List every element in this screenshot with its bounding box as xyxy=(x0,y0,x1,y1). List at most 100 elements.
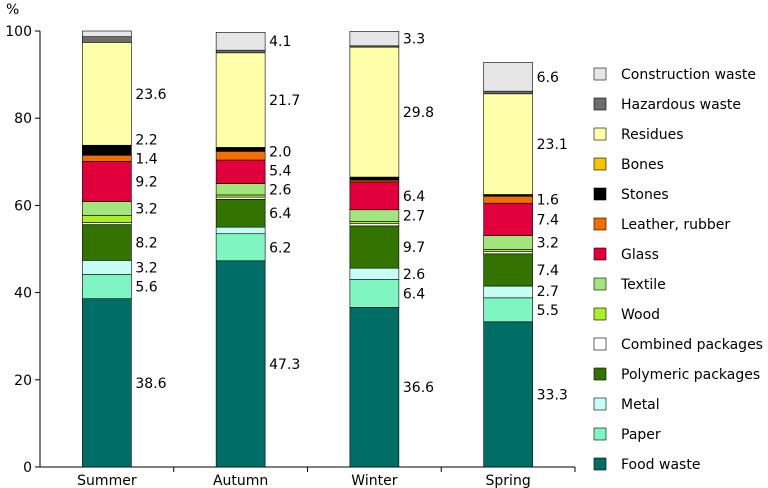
bar-segment xyxy=(215,32,266,51)
legend-item-label: Textile xyxy=(620,277,666,293)
bar-segment xyxy=(215,198,266,228)
data-label: 7.4 xyxy=(537,263,559,279)
bar-segment xyxy=(82,161,132,202)
y-tick-label: 100 xyxy=(5,24,32,40)
data-label: 47.3 xyxy=(269,357,300,373)
x-tick-label: Winter xyxy=(351,473,397,488)
bar-segment xyxy=(349,267,400,280)
legend-item-label: Combined packages xyxy=(621,337,763,353)
bar-segment xyxy=(483,249,533,252)
y-tick-label: 40 xyxy=(14,286,32,302)
data-label: 6.2 xyxy=(269,240,291,256)
data-label: 3.2 xyxy=(135,201,157,217)
legend-swatch xyxy=(593,307,607,321)
legend-swatch xyxy=(593,217,607,231)
bar-segment xyxy=(483,62,533,92)
bar-segment xyxy=(349,177,400,181)
data-label: 2.6 xyxy=(403,267,425,283)
legend-swatch xyxy=(593,367,607,381)
data-label: 3.2 xyxy=(537,235,559,251)
x-tick-label: Autumn xyxy=(213,473,268,488)
bar-segment xyxy=(483,202,533,236)
data-label: 6.4 xyxy=(403,189,425,205)
legend-item-label: Polymeric packages xyxy=(621,367,760,383)
bar-segment xyxy=(483,297,533,323)
bar-segment xyxy=(82,260,132,275)
bar-segment xyxy=(82,42,132,146)
data-label: 4.1 xyxy=(269,34,291,50)
data-label: 38.6 xyxy=(135,376,166,392)
x-tick-label: Summer xyxy=(77,473,137,488)
bar-segment xyxy=(349,181,400,211)
data-label: 1.4 xyxy=(135,151,157,167)
bar-segment xyxy=(215,194,266,198)
bar-segment xyxy=(349,225,400,269)
bar-segment xyxy=(82,222,132,225)
bar-segment xyxy=(349,223,400,227)
legend-item-label: Wood xyxy=(621,307,660,323)
legend-swatch xyxy=(593,277,607,291)
data-label: 21.7 xyxy=(269,93,300,109)
data-label: 3.3 xyxy=(403,32,425,48)
bar-segment xyxy=(82,273,132,300)
x-tick-label: Spring xyxy=(486,473,531,488)
data-label: 5.6 xyxy=(135,279,157,295)
data-label: 2.2 xyxy=(135,132,157,148)
data-label: 2.6 xyxy=(269,182,291,198)
data-labels: 38.6 5.6 3.2 8.2 3.2 9.2 1.4 2.2 23.6 47.3 6.2 6.4 2… xyxy=(135,32,567,404)
data-label: 6.4 xyxy=(403,286,425,302)
legend-item-label: Glass xyxy=(621,247,659,263)
bar-segment xyxy=(349,307,400,468)
data-label: 29.8 xyxy=(403,105,434,121)
legend-item-label: Residues xyxy=(621,127,684,143)
legend-swatch xyxy=(593,337,607,351)
bar-segment xyxy=(82,224,132,261)
data-label: 9.7 xyxy=(403,240,425,256)
bar-segment xyxy=(215,147,266,152)
data-label: 36.6 xyxy=(403,380,434,396)
legend-swatch xyxy=(593,157,607,171)
legend-item-label: Paper xyxy=(621,427,661,443)
legend-swatch xyxy=(593,187,607,201)
data-label: 23.6 xyxy=(135,87,166,103)
legend-item-label: Construction waste xyxy=(621,67,756,83)
bar-segment xyxy=(82,298,132,468)
bar-segment xyxy=(215,226,266,235)
legend-swatch xyxy=(593,67,607,81)
bar-segment xyxy=(215,159,266,184)
data-label: 2.7 xyxy=(403,209,425,225)
legend-swatch xyxy=(593,397,607,411)
data-label: 33.3 xyxy=(537,387,568,403)
data-label: 5.5 xyxy=(537,303,559,319)
data-label: 7.4 xyxy=(537,212,559,228)
legend-item-label: Food waste xyxy=(621,457,700,473)
bar-segment xyxy=(215,233,266,262)
bar-segment xyxy=(215,49,266,54)
bar-segment xyxy=(82,154,132,162)
bar-segment xyxy=(82,201,132,216)
data-label: 6.4 xyxy=(269,206,291,222)
bar-segment xyxy=(349,279,400,308)
bar-segment xyxy=(215,151,266,161)
legend-item-label: Bones xyxy=(621,157,664,173)
data-label: 9.2 xyxy=(135,174,157,190)
data-label: 3.2 xyxy=(135,260,157,276)
bar-segment xyxy=(215,260,266,468)
legend-swatch xyxy=(593,427,607,441)
bar-segment xyxy=(82,30,132,37)
bar-segment xyxy=(483,90,533,95)
bar-segment xyxy=(82,36,132,43)
bar-segment xyxy=(349,221,400,225)
y-tick-label: 20 xyxy=(14,373,32,389)
legend-item-label: Hazardous waste xyxy=(621,97,741,113)
bars xyxy=(82,30,533,468)
data-label: 2.7 xyxy=(537,284,559,300)
bar-segment xyxy=(349,46,400,178)
legend: Construction waste Hazardous waste Residue… xyxy=(593,67,763,473)
bar-segment xyxy=(483,251,533,255)
data-label: 23.1 xyxy=(537,137,568,153)
data-label: 2.0 xyxy=(269,144,291,160)
y-tick-label: 60 xyxy=(14,198,32,214)
bar-segment xyxy=(483,93,533,195)
